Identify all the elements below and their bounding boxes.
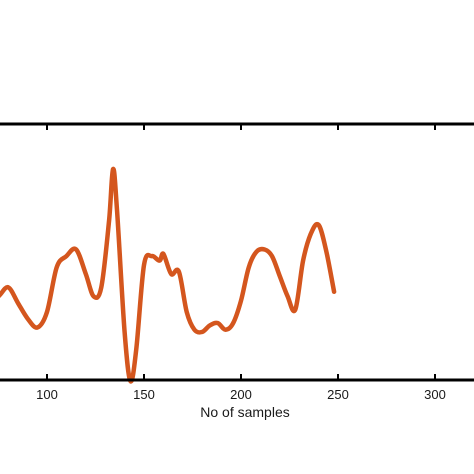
axes [0,122,474,382]
ticks [46,124,436,380]
x-tick-label-200: 200 [230,387,252,402]
x-tick-label-100: 100 [36,387,58,402]
x-tick-label-150: 150 [133,387,155,402]
x-axis-label: No of samples [200,404,289,420]
series-line-0 [0,166,337,384]
x-tick-label-250: 250 [327,387,349,402]
plot-area [0,166,337,384]
x-tick-labels: 100 150 200 250 300 [36,387,446,402]
x-tick-label-300: 300 [424,387,446,402]
